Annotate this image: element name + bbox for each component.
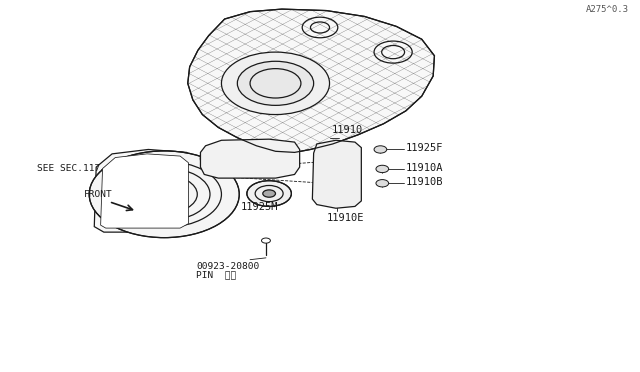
- Text: A275^0.3: A275^0.3: [586, 4, 628, 13]
- Text: 11910B: 11910B: [406, 177, 444, 187]
- Text: 11910A: 11910A: [406, 163, 444, 173]
- Circle shape: [154, 188, 174, 200]
- Polygon shape: [100, 154, 188, 228]
- Text: SEE SEC.493: SEE SEC.493: [212, 160, 275, 169]
- Text: 11925F: 11925F: [406, 143, 444, 153]
- Text: 00923-20800: 00923-20800: [196, 262, 259, 271]
- Text: 11910: 11910: [332, 125, 363, 135]
- Circle shape: [376, 180, 388, 187]
- Circle shape: [221, 52, 330, 115]
- Circle shape: [247, 181, 291, 206]
- Circle shape: [263, 190, 275, 197]
- Circle shape: [217, 154, 232, 163]
- Text: PIN  ビン: PIN ビン: [196, 271, 236, 280]
- Circle shape: [374, 146, 387, 153]
- Circle shape: [237, 61, 314, 105]
- Polygon shape: [94, 150, 196, 232]
- Text: SEE SEC.117: SEE SEC.117: [37, 164, 100, 173]
- Circle shape: [376, 165, 388, 173]
- Text: 11925M: 11925M: [241, 202, 278, 212]
- Circle shape: [200, 145, 249, 173]
- Text: FRONT: FRONT: [83, 190, 112, 199]
- Polygon shape: [188, 9, 435, 153]
- Polygon shape: [200, 139, 300, 178]
- Circle shape: [89, 151, 239, 238]
- Text: 11910E: 11910E: [326, 213, 364, 223]
- Polygon shape: [312, 140, 362, 208]
